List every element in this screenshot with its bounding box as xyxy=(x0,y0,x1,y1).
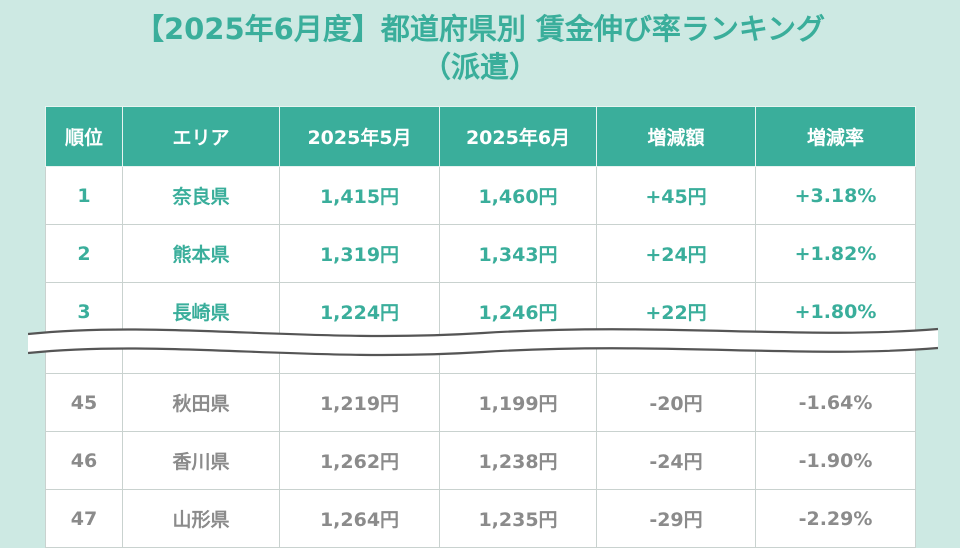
diff-cell: -29円 xyxy=(596,489,756,548)
area-cell: 香川県 xyxy=(122,431,280,490)
diff-cell: -20円 xyxy=(596,373,756,432)
june-cell: 1,199円 xyxy=(439,373,597,432)
area-cell: 山形県 xyxy=(122,489,280,548)
rank-cell: 45 xyxy=(45,373,123,432)
ranking-table: 順位 エリア 2025年5月 2025年6月 増減額 増減率 1 奈良県 1,4… xyxy=(45,106,916,548)
wave-break-fill xyxy=(28,329,938,355)
header-rank: 順位 xyxy=(45,106,123,167)
diff-cell: -24円 xyxy=(596,431,756,490)
header-diff: 増減額 xyxy=(596,106,756,167)
rate-cell: -1.90% xyxy=(755,431,916,490)
wave-break-line-bottom xyxy=(28,346,938,357)
table-row: 46 香川県 1,262円 1,238円 -24円 -1.90% xyxy=(45,431,916,490)
header-rate: 増減率 xyxy=(755,106,916,167)
header-june: 2025年6月 xyxy=(439,106,597,167)
rank-cell: 47 xyxy=(45,489,123,548)
may-cell: 1,219円 xyxy=(279,373,440,432)
table-row: 2 熊本県 1,319円 1,343円 +24円 +1.82% xyxy=(45,224,916,283)
june-cell: 1,235円 xyxy=(439,489,597,548)
may-cell: 1,262円 xyxy=(279,431,440,490)
may-cell: 1,264円 xyxy=(279,489,440,548)
rate-cell: -1.64% xyxy=(755,373,916,432)
page-title: 【2025年6月度】都道府県別 賃金伸び率ランキング （派遣） xyxy=(0,10,960,86)
diff-cell: +24円 xyxy=(596,224,756,283)
area-cell: 秋田県 xyxy=(122,373,280,432)
rank-cell: 1 xyxy=(45,166,123,225)
june-cell: 1,343円 xyxy=(439,224,597,283)
table-header-row: 順位 エリア 2025年5月 2025年6月 増減額 増減率 xyxy=(45,106,916,167)
title-line-2: （派遣） xyxy=(421,50,538,84)
title-line-1: 【2025年6月度】都道府県別 賃金伸び率ランキング xyxy=(134,12,826,46)
omission-wave-break xyxy=(28,327,938,357)
area-cell: 奈良県 xyxy=(122,166,280,225)
area-cell: 熊本県 xyxy=(122,224,280,283)
header-area: エリア xyxy=(122,106,280,167)
table-row: 1 奈良県 1,415円 1,460円 +45円 +3.18% xyxy=(45,166,916,225)
rate-cell: -2.29% xyxy=(755,489,916,548)
diff-cell: +45円 xyxy=(596,166,756,225)
table-row: 3 長崎県 1,224円 1,246円 +22円 +1.80% xyxy=(45,282,916,341)
rank-cell: 2 xyxy=(45,224,123,283)
header-may: 2025年5月 xyxy=(279,106,440,167)
wave-break-line-top xyxy=(28,327,938,338)
table-row: 47 山形県 1,264円 1,235円 -29円 -2.29% xyxy=(45,489,916,548)
rank-cell: 46 xyxy=(45,431,123,490)
may-cell: 1,415円 xyxy=(279,166,440,225)
june-cell: 1,238円 xyxy=(439,431,597,490)
rate-cell: +3.18% xyxy=(755,166,916,225)
may-cell: 1,224円 xyxy=(279,282,440,341)
table-row: 45 秋田県 1,219円 1,199円 -20円 -1.64% xyxy=(45,373,916,432)
june-cell: 1,460円 xyxy=(439,166,597,225)
rate-cell: +1.82% xyxy=(755,224,916,283)
may-cell: 1,319円 xyxy=(279,224,440,283)
